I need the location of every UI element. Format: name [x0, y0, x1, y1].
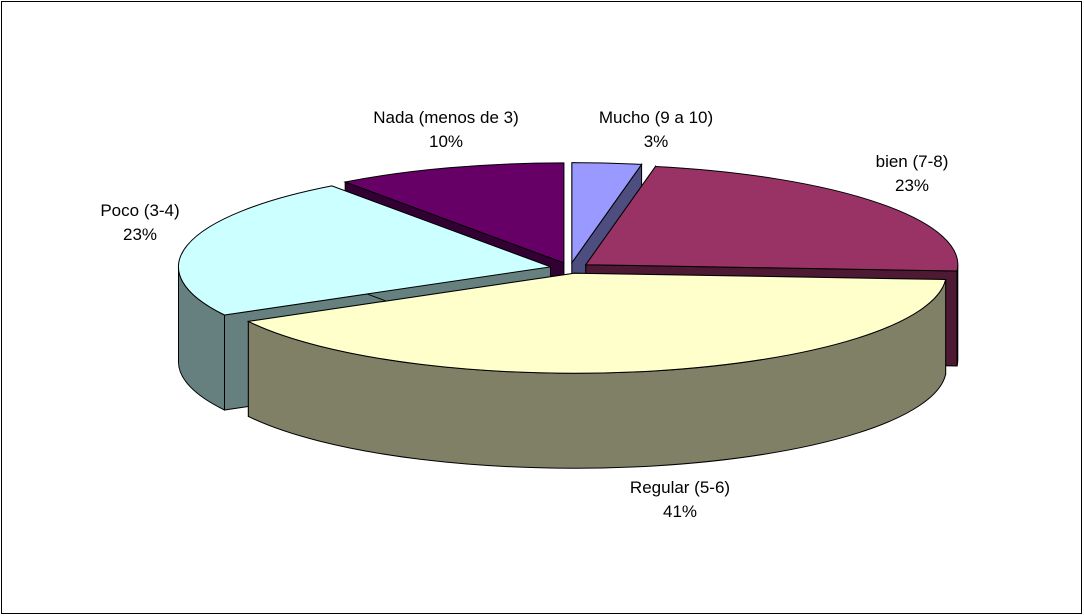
slice-value-label: 23% [123, 225, 157, 244]
slice [571, 162, 643, 265]
slice-label: Poco (3-4) [100, 201, 179, 220]
slice-outer-wall [956, 264, 959, 367]
slice-label: bien (7-8) [876, 152, 949, 171]
slice-value-label: 41% [663, 502, 697, 521]
slice [584, 165, 959, 272]
slice-value-label: 23% [895, 176, 929, 195]
slice [177, 185, 551, 316]
slice [343, 162, 565, 264]
slice-value-label: 3% [644, 132, 669, 151]
slice-label: Mucho (9 a 10) [599, 108, 713, 127]
slice-label: Regular (5-6) [630, 478, 730, 497]
slice-label: Nada (menos de 3) [373, 108, 519, 127]
slice-value-label: 10% [429, 132, 463, 151]
slice [246, 272, 947, 374]
